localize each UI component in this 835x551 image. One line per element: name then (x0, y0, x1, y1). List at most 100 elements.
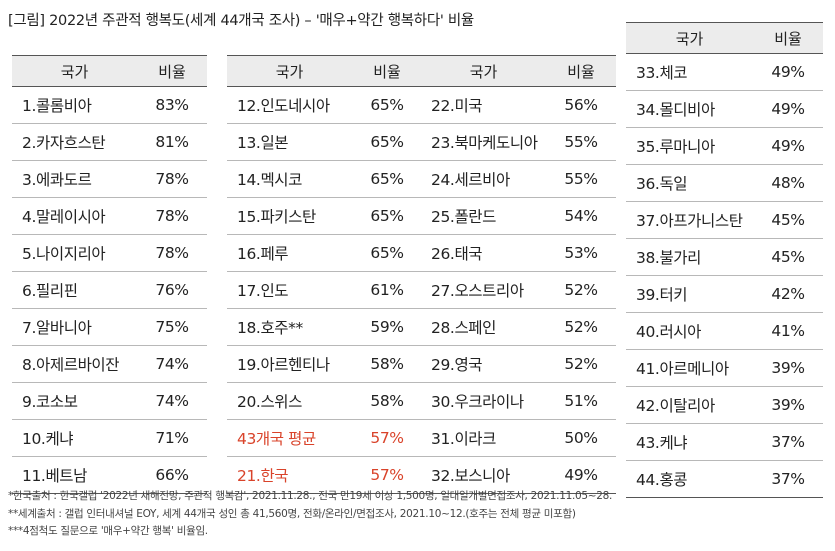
table-row: 36.독일 48% (626, 164, 823, 202)
table-row: 30.우크라이나 51% (421, 382, 616, 420)
country-cell: 27.오스트리아 (421, 271, 546, 309)
country-cell: 13.일본 (227, 123, 352, 161)
ratio-cell: 57% (352, 419, 422, 457)
ratio-cell: 65% (352, 86, 422, 124)
country-cell: 33.체코 (626, 53, 753, 91)
table-row: 1.콜롬비아 83% (12, 86, 207, 124)
ratio-cell: 51% (546, 382, 616, 420)
table-row: 9.코소보 74% (12, 382, 207, 420)
ratio-cell: 78% (137, 197, 207, 235)
table-header-row: 국가 비율 (227, 55, 422, 87)
country-cell: 32.보스니아 (421, 456, 546, 494)
country-cell: 31.이라크 (421, 419, 546, 457)
country-cell: 9.코소보 (12, 382, 137, 420)
header-country: 국가 (421, 55, 546, 87)
table-header-row: 국가 비율 (421, 55, 616, 87)
ratio-cell: 78% (137, 234, 207, 272)
header-country: 국가 (227, 55, 352, 87)
table-row: 27.오스트리아 52% (421, 271, 616, 309)
ratio-cell: 58% (352, 345, 422, 383)
ratio-cell: 65% (352, 160, 422, 198)
country-cell: 25.폴란드 (421, 197, 546, 235)
ratio-cell: 71% (137, 419, 207, 457)
country-cell: 21.한국 (227, 456, 352, 494)
ratio-cell: 83% (137, 86, 207, 124)
ranking-table-2: 국가 비율 12.인도네시아 65% 13.일본 65% 14.멕시코 65% 15.파키스탄 6… (227, 55, 422, 494)
table-row: 28.스페인 52% (421, 308, 616, 346)
table-row: 26.태국 53% (421, 234, 616, 272)
table-row: 20.스위스 58% (227, 382, 422, 420)
table-row: 43.케냐 37% (626, 423, 823, 461)
ratio-cell: 50% (546, 419, 616, 457)
table-row: 4.말레이시아 78% (12, 197, 207, 235)
table-header-row: 국가 비율 (12, 55, 207, 87)
table-row: 31.이라크 50% (421, 419, 616, 457)
country-cell: 8.아제르바이잔 (12, 345, 137, 383)
table-row: 22.미국 56% (421, 86, 616, 124)
table-header-row: 국가 비율 (626, 22, 823, 54)
country-cell: 16.페루 (227, 234, 352, 272)
country-cell: 20.스위스 (227, 382, 352, 420)
table-row: 41.아르메니아 39% (626, 349, 823, 387)
ratio-cell: 52% (546, 271, 616, 309)
country-cell: 10.케냐 (12, 419, 137, 457)
country-cell: 39.터키 (626, 275, 753, 313)
table-row: 25.폴란드 54% (421, 197, 616, 235)
country-cell: 2.카자흐스탄 (12, 123, 137, 161)
country-cell: 18.호주** (227, 308, 352, 346)
ratio-cell: 54% (546, 197, 616, 235)
ratio-cell: 75% (137, 308, 207, 346)
country-cell: 1.콜롬비아 (12, 86, 137, 124)
table-row: 2.카자흐스탄 81% (12, 123, 207, 161)
country-cell: 43.케냐 (626, 423, 753, 461)
ratio-cell: 59% (352, 308, 422, 346)
ratio-cell: 76% (137, 271, 207, 309)
header-ratio: 비율 (546, 55, 616, 87)
table-row: 17.인도 61% (227, 271, 422, 309)
page-title: [그림] 2022년 주관적 행복도(세계 44개국 조사) – '매우+약간 … (8, 13, 474, 29)
country-cell: 29.영국 (421, 345, 546, 383)
source-notes: *한국출처 : 한국갤럽 '2022년 새해전망, 주관적 행복감', 2021… (8, 488, 612, 541)
country-cell: 40.러시아 (626, 312, 753, 350)
country-cell: 12.인도네시아 (227, 86, 352, 124)
table-row: 12.인도네시아 65% (227, 86, 422, 124)
table-row: 34.몰디비아 49% (626, 90, 823, 128)
ratio-cell: 39% (753, 349, 823, 387)
ratio-cell: 55% (546, 160, 616, 198)
table-row: 42.이탈리아 39% (626, 386, 823, 424)
ratio-cell: 52% (546, 345, 616, 383)
table-row: 7.알바니아 75% (12, 308, 207, 346)
country-cell: 4.말레이시아 (12, 197, 137, 235)
country-cell: 24.세르비아 (421, 160, 546, 198)
country-cell: 11.베트남 (12, 456, 137, 494)
table-row: 43개국 평균 57% (227, 419, 422, 457)
table-row: 18.호주** 59% (227, 308, 422, 346)
ratio-cell: 45% (753, 201, 823, 239)
table-row: 16.페루 65% (227, 234, 422, 272)
ratio-cell: 45% (753, 238, 823, 276)
table-row: 6.필리핀 76% (12, 271, 207, 309)
ratio-cell: 49% (753, 90, 823, 128)
note-korea-source: *한국출처 : 한국갤럽 '2022년 새해전망, 주관적 행복감', 2021… (8, 490, 613, 502)
table-row: 44.홍콩 37% (626, 460, 823, 498)
header-country: 국가 (626, 22, 753, 54)
note-scale: ***4점척도 질문으로 '매우+약간 행복' 비율임. (8, 525, 208, 537)
ratio-cell: 42% (753, 275, 823, 313)
table-row: 21.한국 57% (227, 456, 422, 494)
country-cell: 43개국 평균 (227, 419, 352, 457)
table-row: 19.아르헨티나 58% (227, 345, 422, 383)
table-row: 40.러시아 41% (626, 312, 823, 350)
country-cell: 14.멕시코 (227, 160, 352, 198)
country-cell: 30.우크라이나 (421, 382, 546, 420)
note-world-source: **세계출처 : 갤럽 인터내셔널 EOY, 세계 44개국 성인 총 41,5… (8, 507, 576, 520)
country-cell: 37.아프가니스탄 (626, 201, 753, 239)
table-row: 11.베트남 66% (12, 456, 207, 494)
country-cell: 36.독일 (626, 164, 753, 202)
ratio-cell: 56% (546, 86, 616, 124)
country-cell: 34.몰디비아 (626, 90, 753, 128)
ratio-cell: 78% (137, 160, 207, 198)
ratio-cell: 53% (546, 234, 616, 272)
ranking-table-4: 국가 비율 33.체코 49% 34.몰디비아 49% 35.루마니아 49% 36.독일 48%… (626, 22, 823, 498)
table-row: 35.루마니아 49% (626, 127, 823, 165)
table-row: 5.나이지리아 78% (12, 234, 207, 272)
